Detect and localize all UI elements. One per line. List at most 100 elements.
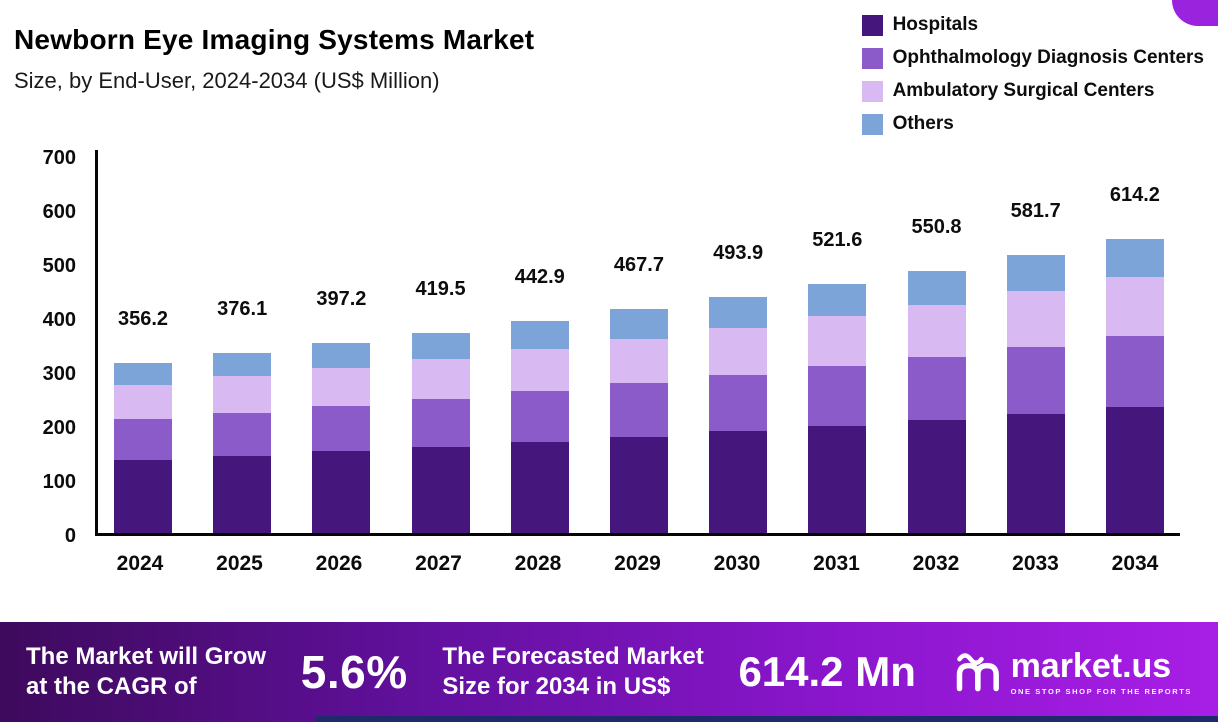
bar-segment-others (1105, 238, 1164, 278)
bar-total-label: 419.5 (415, 277, 466, 300)
legend-label: Others (892, 113, 954, 134)
bar-segment-others (907, 270, 966, 305)
bar-segment-ophthalmology-diagnosis-centers (510, 391, 569, 442)
bar-segment-others (411, 332, 470, 359)
bar-segment-hospitals (312, 451, 371, 533)
bar-segment-ophthalmology-diagnosis-centers (411, 398, 470, 447)
bar-group: 356.2 (98, 150, 188, 533)
bar-segment-ambulatory-surgical-centers (114, 385, 172, 420)
bar-total-label: 550.8 (911, 215, 962, 238)
bar-segment-hospitals (609, 436, 668, 533)
bar-total-label: 521.6 (812, 228, 863, 251)
bar-segment-others (609, 309, 668, 339)
y-tick-label: 300 (42, 363, 76, 385)
x-tick-label: 2034 (1111, 552, 1159, 575)
y-tick-label: 100 (42, 471, 76, 493)
bars: 356.2 376.1 397.2 419.5 442.9 467.7 493.9 521.6… (98, 150, 1180, 533)
bar-total-label: 397.2 (316, 288, 367, 311)
stacked-bar (808, 283, 867, 533)
chart-header: Newborn Eye Imaging Systems Market Size,… (14, 24, 534, 94)
footer-cagr-caption-line1: The Market will Grow (26, 643, 267, 670)
bar-segment-others (808, 283, 867, 316)
legend-label: Hospitals (892, 14, 979, 35)
legend-item: Hospitals (861, 14, 1204, 36)
x-tick-label: 2031 (813, 552, 860, 575)
bar-group: 376.1 (197, 150, 287, 533)
bar-segment-ophthalmology-diagnosis-centers (114, 419, 172, 461)
bar-segment-ambulatory-surgical-centers (709, 327, 768, 375)
x-tick-label: 2028 (514, 552, 562, 575)
bar-total-label: 376.1 (217, 298, 268, 321)
chart-subtitle: Size, by End-User, 2024-2034 (US$ Millio… (14, 68, 440, 93)
y-tick-label: 200 (42, 417, 76, 439)
bar-group: 614.2 (1090, 150, 1180, 533)
bar-segment-hospitals (709, 431, 768, 533)
brand-name: market.us (1010, 646, 1172, 685)
legend-label: Ambulatory Surgical Centers (892, 80, 1155, 101)
bar-total-label: 581.7 (1010, 199, 1061, 222)
bottom-strip (316, 716, 1218, 722)
legend-item: Others (861, 113, 1204, 135)
bar-segment-ambulatory-surgical-centers (1006, 291, 1065, 347)
bar-group: 397.2 (296, 150, 386, 533)
chart-title: Newborn Eye Imaging Systems Market (14, 24, 535, 55)
stacked-bar (213, 353, 272, 533)
x-tick-label: 2029 (614, 552, 661, 575)
brand-block: market.us ONE STOP SHOP FOR THE REPORTS (951, 649, 1192, 696)
y-tick-label: 400 (42, 309, 76, 331)
bar-segment-ophthalmology-diagnosis-centers (808, 365, 867, 426)
bar-segment-ambulatory-surgical-centers (808, 315, 867, 366)
stacked-bar (114, 362, 172, 533)
x-tick-label: 2030 (713, 552, 761, 575)
bar-segment-ambulatory-surgical-centers (213, 376, 272, 413)
footer-cagr-caption-line2: at the CAGR of (26, 673, 197, 700)
bar-group: 419.5 (396, 150, 486, 533)
legend-swatch (861, 113, 883, 135)
bar-segment-ophthalmology-diagnosis-centers (312, 406, 371, 452)
stacked-bar (1006, 254, 1065, 533)
bar-group: 550.8 (892, 150, 982, 533)
bar-group: 467.7 (594, 150, 684, 533)
x-tick-label: 2024 (116, 552, 164, 575)
y-tick-label: 700 (42, 147, 76, 169)
bar-segment-ophthalmology-diagnosis-centers (1006, 346, 1065, 414)
bar-segment-others (1006, 254, 1065, 292)
stacked-bar (510, 321, 569, 533)
bar-segment-hospitals (1105, 406, 1164, 533)
bar-total-label: 614.2 (1109, 183, 1160, 206)
stacked-bar (1105, 238, 1164, 533)
legend-item: Ambulatory Surgical Centers (861, 80, 1204, 102)
bar-segment-hospitals (213, 455, 272, 533)
brand-tagline: ONE STOP SHOP FOR THE REPORTS (1010, 686, 1192, 696)
bar-segment-ophthalmology-diagnosis-centers (1105, 335, 1164, 407)
footer-cagr-caption: The Market will Grow at the CAGR of (26, 642, 266, 702)
bar-total-label: 493.9 (713, 242, 764, 265)
plot-area: 356.2 376.1 397.2 419.5 442.9 467.7 493.9 521.6… (95, 150, 1180, 536)
bar-segment-ambulatory-surgical-centers (411, 358, 470, 399)
bar-segment-hospitals (114, 460, 172, 533)
bar-segment-ophthalmology-diagnosis-centers (609, 383, 668, 437)
bar-segment-hospitals (411, 446, 470, 533)
bar-segment-ambulatory-surgical-centers (1105, 277, 1164, 336)
bar-segment-ambulatory-surgical-centers (312, 368, 371, 407)
bar-segment-hospitals (510, 441, 569, 533)
footer-forecast-caption-line1: The Forecasted Market (442, 643, 704, 670)
bar-segment-others (510, 321, 569, 349)
bar-total-label: 442.9 (514, 266, 565, 289)
cagr-value: 5.6% (300, 646, 408, 698)
bar-total-label: 356.2 (117, 307, 169, 330)
legend-item: Ophthalmology Diagnosis Centers (861, 47, 1204, 69)
bar-segment-ambulatory-surgical-centers (609, 338, 668, 384)
bar-group: 442.9 (495, 150, 585, 533)
bar-group: 521.6 (792, 150, 882, 533)
stacked-bar (312, 343, 371, 533)
bar-segment-hospitals (808, 425, 867, 533)
y-tick-label: 600 (42, 201, 76, 223)
legend-swatch (861, 14, 883, 36)
bar-segment-others (709, 297, 768, 328)
stacked-bar (411, 332, 470, 533)
x-tick-label: 2027 (415, 552, 462, 575)
marketus-logo-icon (956, 653, 999, 692)
brand-text: market.us ONE STOP SHOP FOR THE REPORTS (1011, 649, 1192, 696)
